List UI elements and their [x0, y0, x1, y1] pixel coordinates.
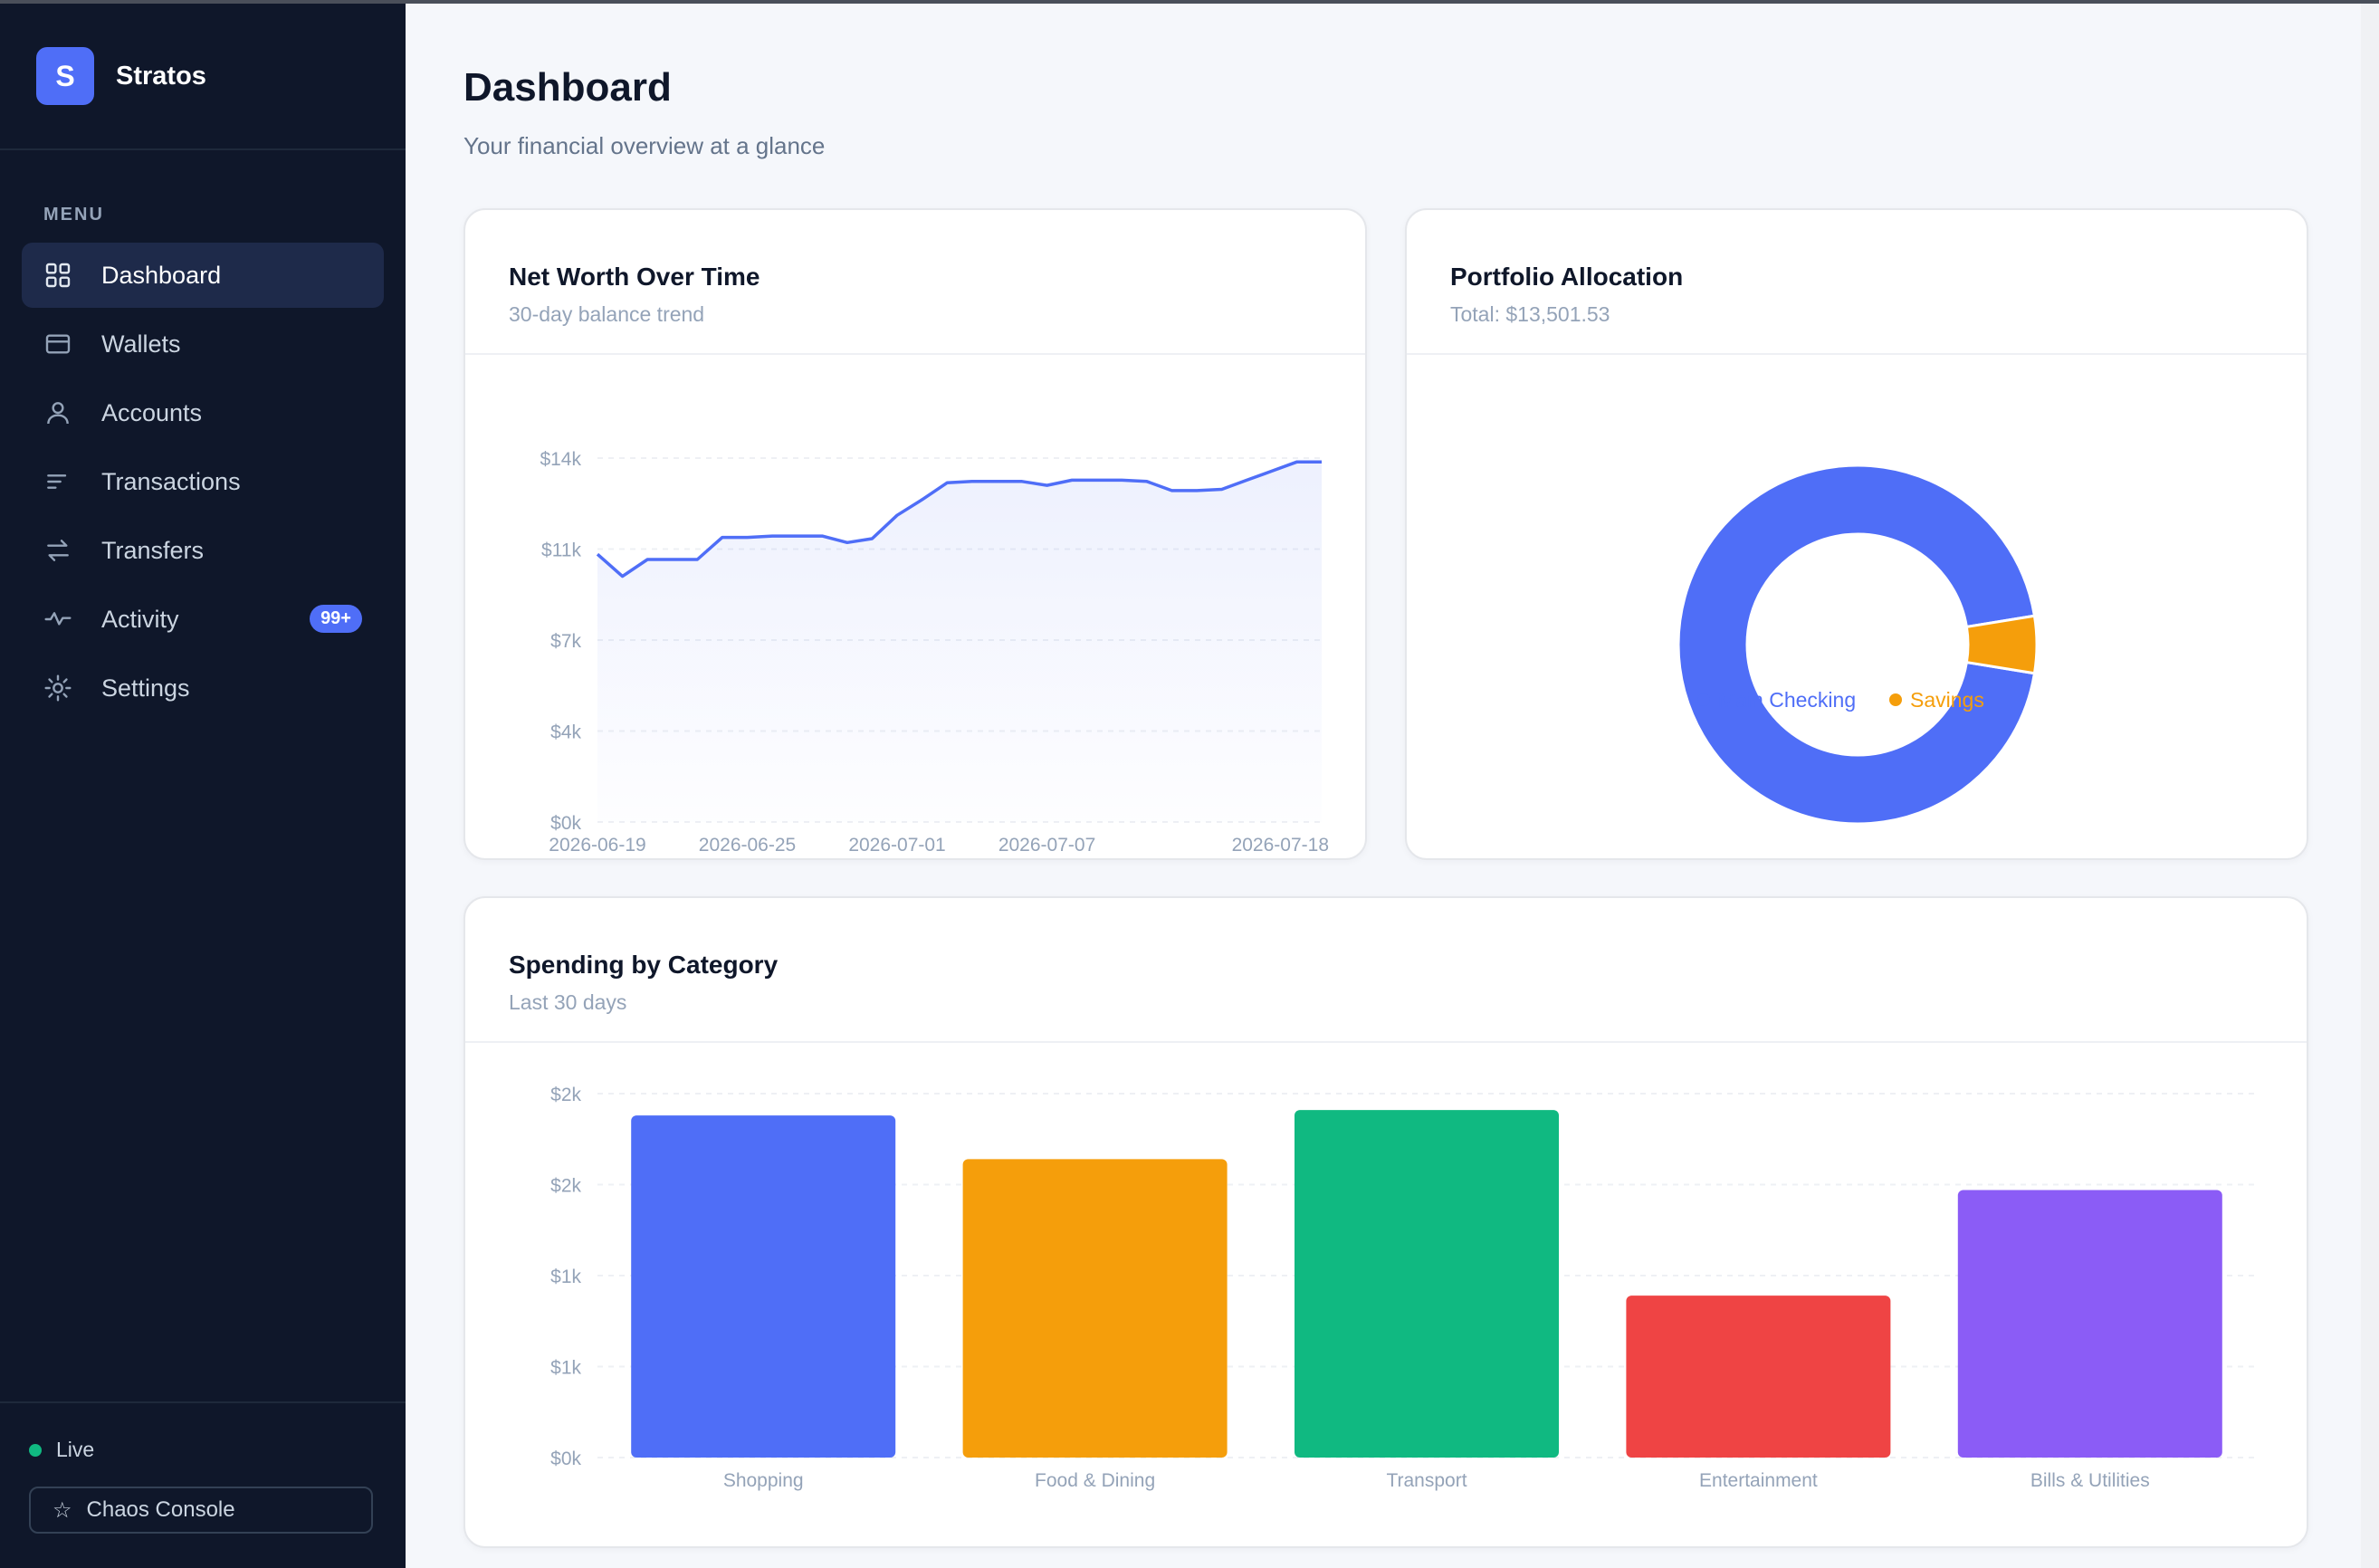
card-divider: [1407, 353, 2307, 355]
x-tick-label: 2026-06-19: [549, 835, 645, 853]
y-tick-label: $1k: [550, 1267, 581, 1287]
x-tick-label: Food & Dining: [1035, 1470, 1155, 1491]
portfolio-donut-chart: Main Checking Savings: [1677, 464, 2039, 826]
brand-name: Stratos: [116, 61, 206, 91]
sidebar-item-dashboard[interactable]: Dashboard: [22, 243, 384, 308]
pulse-icon: [42, 603, 74, 636]
portfolio-allocation-card: Portfolio Allocation Total: $13,501.53 M…: [1405, 208, 2308, 860]
sidebar-item-label: Activity: [101, 605, 179, 633]
legend-label: Savings: [1910, 688, 1984, 712]
gear-icon: [42, 672, 74, 704]
sidebar-item-activity[interactable]: Activity 99+: [22, 587, 384, 652]
net-worth-line: [596, 460, 1322, 578]
sidebar-item-label: Accounts: [101, 398, 203, 426]
star-icon: ☆: [53, 1497, 72, 1523]
sidebar-item-label: Wallets: [101, 330, 181, 358]
card-title: Net Worth Over Time: [509, 263, 760, 291]
live-status-dot: [29, 1443, 42, 1457]
sidebar-divider: [0, 148, 406, 150]
donut-legend: Main Checking Savings: [1697, 688, 1984, 712]
live-status: Live: [29, 1438, 94, 1462]
y-tick-label: $4k: [550, 722, 581, 743]
sidebar-item-label: Transfers: [101, 536, 205, 564]
bar-bills-utilities: [1957, 1190, 2222, 1458]
sidebar-item-label: Dashboard: [101, 261, 222, 289]
user-icon: [42, 397, 74, 429]
brand-logo: S: [36, 47, 94, 105]
card-divider: [465, 1041, 2307, 1043]
net-worth-card: Net Worth Over Time 30-day balance trend…: [463, 208, 1367, 860]
y-tick-label: $2k: [550, 1085, 581, 1105]
sidebar-footer-divider: [0, 1401, 406, 1403]
card-subtitle: Total: $13,501.53: [1450, 302, 1610, 326]
card-subtitle: 30-day balance trend: [509, 302, 705, 326]
y-tick-label: $0k: [550, 813, 581, 834]
x-tick-label: Transport: [1386, 1470, 1467, 1491]
main-content: Dashboard Your financial overview at a g…: [406, 0, 2379, 1568]
spending-bar-chart: $0k $1k $1k $2k $2k Shopping Food & Dining Tran…: [550, 1085, 2256, 1491]
card-subtitle: Last 30 days: [509, 990, 627, 1014]
bar-entertainment: [1626, 1296, 1891, 1458]
sidebar-nav: Dashboard Wallets Accounts Transactions: [22, 243, 384, 724]
grid-icon: [42, 259, 74, 292]
y-tick-label: $7k: [550, 631, 581, 652]
x-tick-label: 2026-07-01: [848, 835, 945, 853]
arrows-icon: [42, 534, 74, 567]
sidebar-item-accounts[interactable]: Accounts: [22, 380, 384, 445]
legend-dot: [1697, 693, 1710, 706]
wallet-icon: [42, 328, 74, 360]
page-subtitle: Your financial overview at a glance: [463, 132, 826, 159]
x-tick-label: Bills & Utilities: [2030, 1470, 2150, 1491]
live-status-label: Live: [56, 1438, 95, 1461]
chaos-console-button[interactable]: ☆ Chaos Console: [29, 1487, 373, 1534]
card-title: Spending by Category: [509, 951, 779, 979]
brand[interactable]: S Stratos: [36, 47, 206, 105]
sidebar-item-wallets[interactable]: Wallets: [22, 311, 384, 377]
net-worth-line-chart: $0k $4k $7k $11k $14k 2026-06-19 2026-06-25 202…: [540, 449, 1329, 853]
y-tick-label: $14k: [540, 449, 581, 470]
activity-count-badge: 99+: [310, 605, 362, 633]
page-scrollbar[interactable]: [2361, 0, 2379, 1568]
x-tick-label: 2026-07-18: [1232, 835, 1329, 853]
sidebar-item-label: Settings: [101, 674, 190, 702]
x-tick-label: Shopping: [723, 1470, 804, 1491]
legend-label: Main Checking: [1718, 688, 1856, 712]
bar-shopping: [631, 1115, 896, 1458]
sidebar: S Stratos MENU Dashboard Wallets: [0, 0, 406, 1568]
net-worth-area: [597, 462, 1322, 822]
card-divider: [465, 353, 1365, 355]
list-icon: [42, 465, 74, 498]
chaos-console-label: Chaos Console: [86, 1497, 235, 1522]
donut-slice-savings: [1964, 614, 2039, 675]
sidebar-item-settings[interactable]: Settings: [22, 655, 384, 721]
y-tick-label: $0k: [550, 1448, 581, 1469]
window-top-border: [0, 0, 2379, 4]
card-title: Portfolio Allocation: [1450, 263, 1684, 291]
x-tick-label: 2026-07-07: [998, 835, 1095, 853]
y-tick-label: $2k: [550, 1176, 581, 1197]
bar-transport: [1295, 1110, 1559, 1458]
page-title: Dashboard: [463, 65, 672, 110]
sidebar-item-label: Transactions: [101, 467, 241, 495]
legend-dot: [1889, 693, 1902, 706]
x-tick-label: 2026-06-25: [699, 835, 796, 853]
sidebar-item-transactions[interactable]: Transactions: [22, 449, 384, 514]
donut-slice-main-checking: [1677, 464, 2037, 826]
y-tick-label: $11k: [541, 540, 581, 561]
y-tick-label: $1k: [550, 1358, 581, 1379]
menu-label: MENU: [43, 205, 104, 225]
spending-category-card: Spending by Category Last 30 days $0k $1k…: [463, 896, 2308, 1548]
sidebar-item-transfers[interactable]: Transfers: [22, 518, 384, 583]
x-tick-label: Entertainment: [1699, 1470, 1818, 1491]
bar-food-dining: [962, 1159, 1228, 1458]
